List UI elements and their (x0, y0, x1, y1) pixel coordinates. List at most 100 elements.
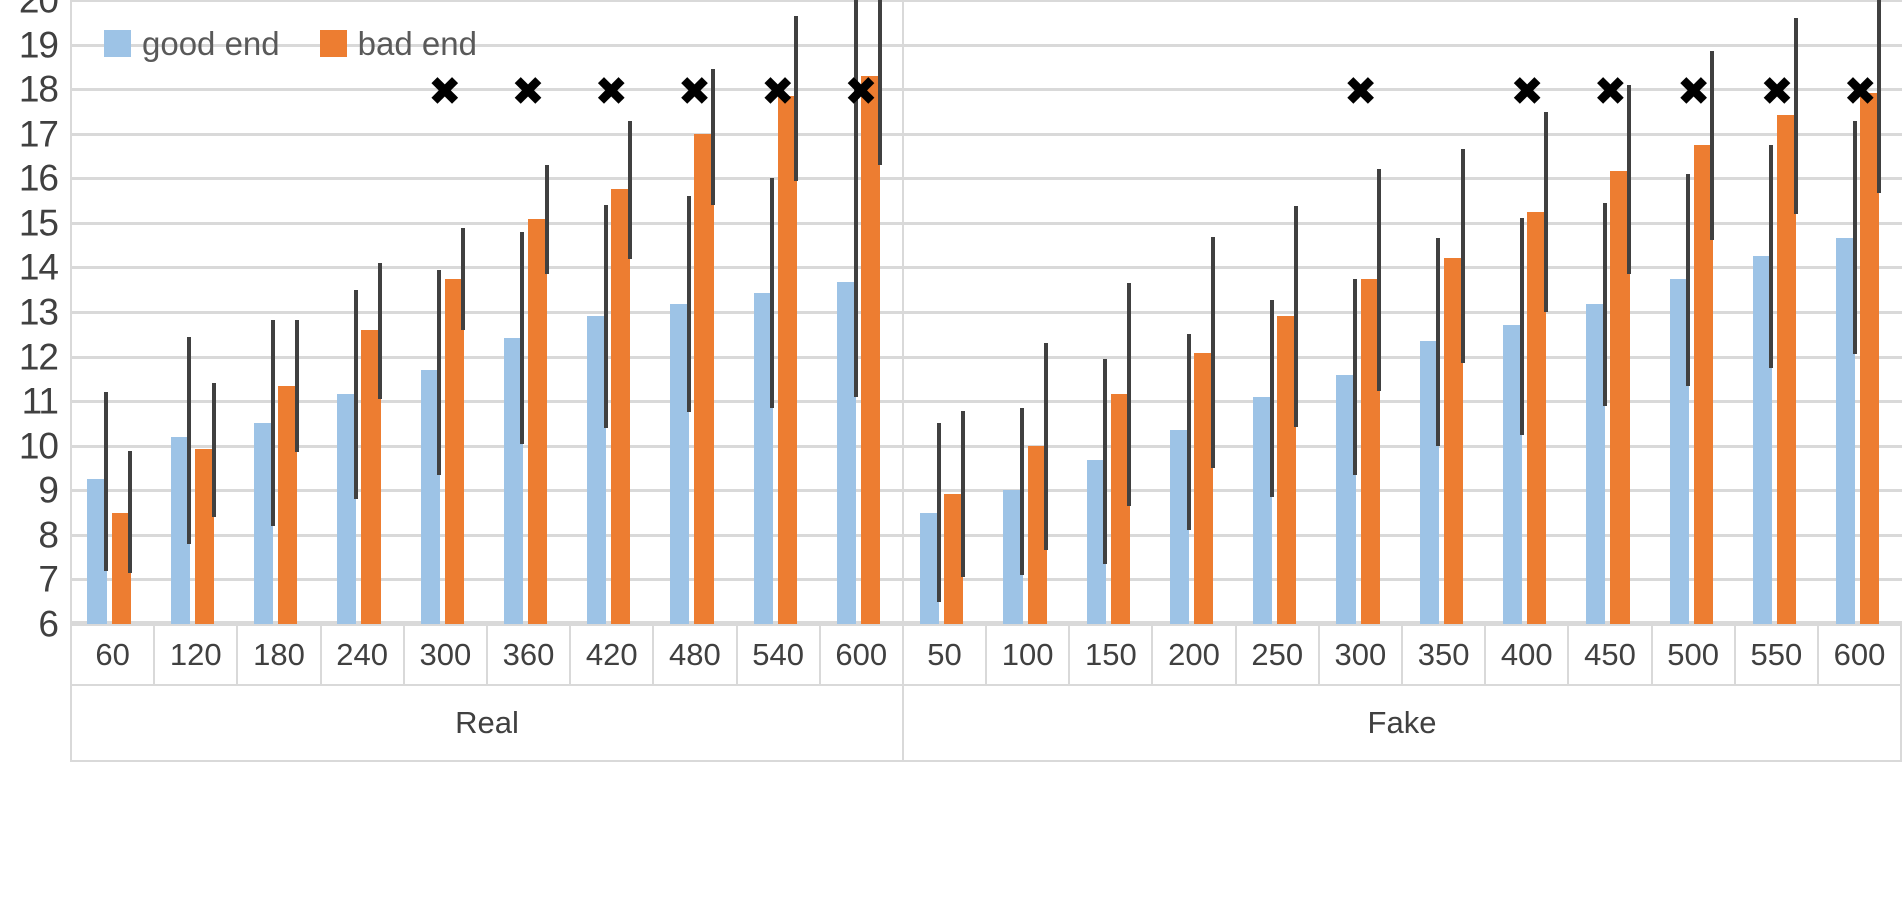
gridline (70, 177, 1902, 181)
error-bar (544, 164, 549, 275)
bar-bad-end[interactable] (1110, 393, 1130, 624)
y-axis-tick-label: 10 (18, 425, 59, 467)
error-bar (1127, 283, 1132, 506)
bar-bad-end[interactable] (111, 512, 131, 624)
bar-good-end[interactable] (1503, 325, 1523, 624)
error-bar (1269, 299, 1274, 497)
significance-marker: ✖ (1760, 69, 1794, 115)
bar-bad-end[interactable] (694, 133, 714, 624)
error-bar (1294, 205, 1298, 427)
bar-good-end[interactable] (1253, 396, 1273, 624)
bar-good-end[interactable] (1336, 375, 1356, 624)
x-axis-category-label: 540 (735, 624, 819, 686)
bar-bad-end[interactable] (1194, 353, 1214, 624)
bar-bad-end[interactable] (1610, 170, 1630, 624)
x-axis-group-label: Fake (902, 686, 1902, 762)
error-bar (128, 451, 133, 573)
bar-bad-end[interactable] (1443, 257, 1464, 624)
error-bar (1460, 149, 1465, 364)
bar-bad-end[interactable] (1277, 315, 1297, 624)
bar-group: ✖ (736, 0, 819, 624)
plot-bottom-border (70, 621, 1902, 624)
bar-bad-end[interactable] (1527, 211, 1547, 624)
gridline (70, 266, 1902, 270)
bar-good-end[interactable] (587, 315, 607, 624)
error-bar (1793, 17, 1798, 214)
gridline (70, 132, 1902, 136)
bar-bad-end[interactable] (861, 75, 881, 624)
error-bar (770, 178, 775, 408)
bar-good-end[interactable] (170, 436, 190, 624)
y-axis-tick-label: 17 (18, 113, 59, 155)
y-axis-tick-label: 8 (38, 514, 59, 556)
error-bar (794, 15, 799, 181)
bar-bad-end[interactable] (611, 189, 631, 624)
bar-good-end[interactable] (1086, 460, 1106, 624)
bar-bad-end[interactable] (1027, 445, 1047, 624)
x-axis-category-label: 500 (1650, 624, 1734, 686)
bar-bad-end[interactable] (1860, 92, 1880, 624)
bar-good-end[interactable] (1419, 340, 1439, 624)
significance-marker: ✖ (761, 69, 795, 115)
x-axis-category-label: 600 (818, 624, 902, 686)
bar-bad-end[interactable] (1693, 144, 1713, 624)
error-bar (1210, 237, 1215, 468)
error-bar (1436, 238, 1441, 446)
bar-good-end[interactable] (1836, 237, 1856, 624)
bar-group (237, 0, 320, 624)
bar-bad-end[interactable] (1360, 278, 1380, 624)
x-axis-category-label: 50 (901, 624, 986, 686)
error-bar (294, 320, 299, 453)
y-axis-tick-label: 13 (18, 291, 59, 333)
y-axis-tick-label: 9 (38, 469, 59, 511)
error-bar (1769, 144, 1774, 368)
error-bar (211, 383, 216, 518)
bar-good-end[interactable] (1003, 490, 1023, 624)
legend-item[interactable]: good end (104, 27, 280, 60)
bar-bad-end[interactable] (527, 219, 548, 624)
y-axis-tick-label: 6 (38, 603, 59, 645)
bar-good-end[interactable] (1669, 278, 1689, 624)
error-bar (1044, 343, 1049, 551)
y-axis-tick-label: 20 (18, 0, 59, 21)
error-bar (1020, 407, 1025, 575)
x-axis-category-label: 550 (1733, 624, 1817, 686)
x-axis-category-label: 300 (402, 624, 486, 686)
bar-good-end[interactable] (420, 369, 440, 624)
gridline (70, 444, 1902, 448)
error-bar (1686, 173, 1691, 386)
bar-good-end[interactable] (337, 394, 357, 624)
bar-good-end[interactable] (920, 512, 940, 624)
bar-group (1236, 0, 1319, 624)
bar-bad-end[interactable] (944, 493, 964, 624)
error-bar (936, 423, 941, 602)
bar-good-end[interactable] (670, 304, 690, 624)
bar-good-end[interactable] (87, 479, 107, 624)
error-bar (378, 262, 383, 399)
bar-good-end[interactable] (1752, 256, 1772, 624)
bar-good-end[interactable] (254, 423, 274, 624)
bar-bad-end[interactable] (361, 329, 381, 624)
significance-marker: ✖ (1343, 69, 1378, 115)
bar-bad-end[interactable] (1776, 115, 1797, 624)
bar-bad-end[interactable] (777, 95, 797, 624)
significance-marker: ✖ (1676, 69, 1711, 115)
bar-bad-end[interactable] (444, 278, 464, 624)
bar-good-end[interactable] (836, 282, 857, 624)
bar-good-end[interactable] (753, 293, 773, 624)
bar-group (986, 0, 1069, 624)
gridline (70, 221, 1902, 225)
error-bar (1852, 121, 1857, 355)
bar-good-end[interactable] (1169, 430, 1190, 624)
error-bar (1602, 202, 1607, 406)
bar-bad-end[interactable] (278, 385, 298, 624)
bar-good-end[interactable] (1586, 304, 1606, 624)
bar-bad-end[interactable] (194, 449, 215, 624)
bar-good-end[interactable] (503, 337, 523, 624)
legend-item[interactable]: bad end (319, 27, 477, 60)
error-bar (461, 228, 466, 330)
error-bar (877, 0, 882, 165)
error-bar (187, 336, 192, 544)
bar-group (1152, 0, 1235, 624)
significance-marker: ✖ (511, 69, 545, 115)
